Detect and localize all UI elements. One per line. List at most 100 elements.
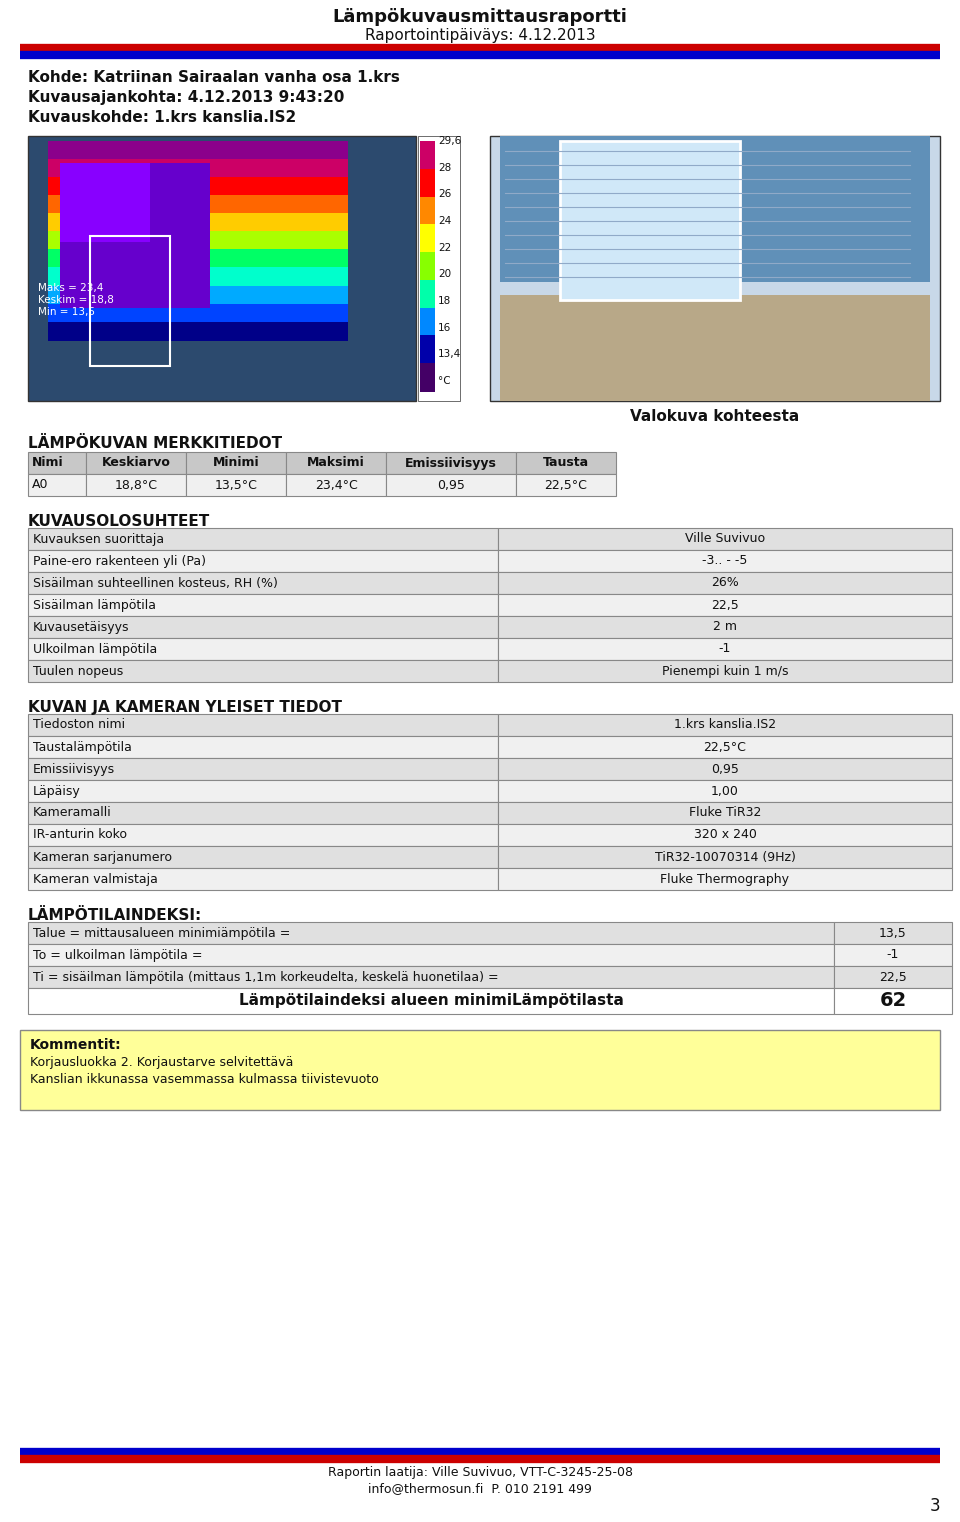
Text: 22: 22 (438, 242, 451, 253)
Bar (28, 528, 498, 549)
Text: Fluke Thermography: Fluke Thermography (660, 872, 789, 886)
Bar (498, 572, 952, 594)
Text: Paine-ero rakenteen yli (Pa): Paine-ero rakenteen yli (Pa) (33, 554, 206, 568)
Text: Läpäisy: Läpäisy (33, 784, 81, 798)
Text: -1: -1 (719, 642, 732, 656)
Bar (28, 616, 498, 638)
Text: 18,8°C: 18,8°C (114, 478, 157, 492)
Bar (28, 988, 834, 1014)
Bar (498, 661, 952, 682)
Bar (516, 473, 616, 496)
Bar (48, 250, 348, 268)
Text: 26: 26 (438, 189, 451, 199)
Text: Valokuva kohteesta: Valokuva kohteesta (631, 409, 800, 425)
Text: 22,5°C: 22,5°C (544, 478, 588, 492)
Text: 13,4: 13,4 (438, 350, 461, 359)
Text: Nimi: Nimi (32, 457, 63, 469)
Bar (48, 195, 348, 215)
Bar (48, 231, 348, 251)
Bar (48, 286, 348, 304)
Text: Fluke TiR32: Fluke TiR32 (689, 807, 761, 819)
Bar (498, 594, 952, 616)
Bar (28, 714, 498, 737)
Bar (28, 135, 416, 400)
Bar (420, 253, 435, 282)
Text: 13,5°C: 13,5°C (215, 478, 257, 492)
Text: Lämpökuvausmittausraportti: Lämpökuvausmittausraportti (332, 8, 628, 26)
Text: Kuvauskohde: 1.krs kanslia.IS2: Kuvauskohde: 1.krs kanslia.IS2 (28, 110, 297, 125)
Text: 23,4°C: 23,4°C (315, 478, 357, 492)
Bar (498, 737, 952, 758)
Text: Tiedoston nimi: Tiedoston nimi (33, 718, 125, 732)
Bar (834, 966, 952, 988)
Bar (28, 572, 498, 594)
Bar (28, 473, 86, 496)
Bar (498, 616, 952, 638)
Bar (48, 142, 348, 160)
Bar (834, 944, 952, 966)
Bar (498, 528, 952, 549)
Text: Keskiarvo: Keskiarvo (102, 457, 171, 469)
Bar (28, 846, 498, 868)
Text: Kameran valmistaja: Kameran valmistaja (33, 872, 157, 886)
Bar (498, 549, 952, 572)
Text: 16: 16 (438, 323, 451, 333)
Bar (498, 714, 952, 737)
Text: 3: 3 (929, 1498, 940, 1514)
Bar (20, 1030, 940, 1110)
Text: Ulkoilman lämpötila: Ulkoilman lämpötila (33, 642, 157, 656)
Bar (90, 236, 170, 365)
Text: 22,5: 22,5 (711, 598, 739, 612)
Text: Kameran sarjanumero: Kameran sarjanumero (33, 851, 172, 863)
Bar (286, 452, 386, 473)
Text: Ville Suvivuo: Ville Suvivuo (684, 533, 765, 545)
Text: Keskim = 18,8: Keskim = 18,8 (38, 295, 114, 306)
Text: Emissiivisyys: Emissiivisyys (33, 763, 115, 776)
Bar (48, 213, 348, 233)
Text: Kanslian ikkunassa vasemmassa kulmassa tiivistevuoto: Kanslian ikkunassa vasemmassa kulmassa t… (30, 1073, 379, 1087)
Text: Kohde: Katriinan Sairaalan vanha osa 1.krs: Kohde: Katriinan Sairaalan vanha osa 1.k… (28, 70, 400, 85)
Bar (420, 307, 435, 336)
Text: Korjausluokka 2. Korjaustarve selvitettävä: Korjausluokka 2. Korjaustarve selvitettä… (30, 1056, 294, 1068)
Text: Kommentit:: Kommentit: (30, 1038, 122, 1052)
Bar (498, 868, 952, 890)
Text: Kuvauksen suorittaja: Kuvauksen suorittaja (33, 533, 164, 545)
Text: Lämpötilaindeksi alueen minimiLämpötilasta: Lämpötilaindeksi alueen minimiLämpötilas… (239, 994, 623, 1009)
Text: KUVAN JA KAMERAN YLEISET TIEDOT: KUVAN JA KAMERAN YLEISET TIEDOT (28, 700, 342, 715)
Bar (28, 549, 498, 572)
Text: LÄMPÖKUVAN MERKKITIEDOT: LÄMPÖKUVAN MERKKITIEDOT (28, 435, 282, 451)
Text: Talue = mittausalueen minimiämpötila =: Talue = mittausalueen minimiämpötila = (33, 927, 290, 939)
Text: 0,95: 0,95 (437, 478, 465, 492)
Text: Maksimi: Maksimi (307, 457, 365, 469)
Bar (48, 160, 348, 178)
Text: Ti = sisäilman lämpötila (mittaus 1,1m korkeudelta, keskelä huonetilaa) =: Ti = sisäilman lämpötila (mittaus 1,1m k… (33, 971, 498, 983)
Text: Raportin laatija: Ville Suvivuo, VTT-C-3245-25-08: Raportin laatija: Ville Suvivuo, VTT-C-3… (327, 1466, 633, 1479)
Bar (60, 163, 150, 242)
Bar (498, 823, 952, 846)
Bar (420, 224, 435, 253)
Text: 1.krs kanslia.IS2: 1.krs kanslia.IS2 (674, 718, 776, 732)
Bar (420, 196, 435, 225)
Bar (186, 473, 286, 496)
Text: -3.. - -5: -3.. - -5 (703, 554, 748, 568)
Bar (28, 966, 834, 988)
Bar (834, 922, 952, 944)
Bar (28, 638, 498, 661)
Bar (834, 988, 952, 1014)
Bar (286, 473, 386, 496)
Bar (28, 594, 498, 616)
Text: 2 m: 2 m (713, 621, 737, 633)
Text: 22,5°C: 22,5°C (704, 741, 747, 753)
Text: 62: 62 (879, 991, 906, 1011)
Text: info@thermosun.fi  P. 010 2191 499: info@thermosun.fi P. 010 2191 499 (368, 1482, 592, 1495)
Text: 29,6: 29,6 (438, 135, 461, 146)
Bar (386, 473, 516, 496)
Text: °C: °C (438, 376, 450, 387)
Text: Pienempi kuin 1 m/s: Pienempi kuin 1 m/s (661, 665, 788, 677)
Text: Raportointipäiväys: 4.12.2013: Raportointipäiväys: 4.12.2013 (365, 27, 595, 43)
Text: Min = 13,5: Min = 13,5 (38, 307, 95, 318)
Bar (48, 321, 348, 341)
Text: 22,5: 22,5 (879, 971, 907, 983)
Text: 20: 20 (438, 269, 451, 280)
Text: 26%: 26% (711, 577, 739, 589)
